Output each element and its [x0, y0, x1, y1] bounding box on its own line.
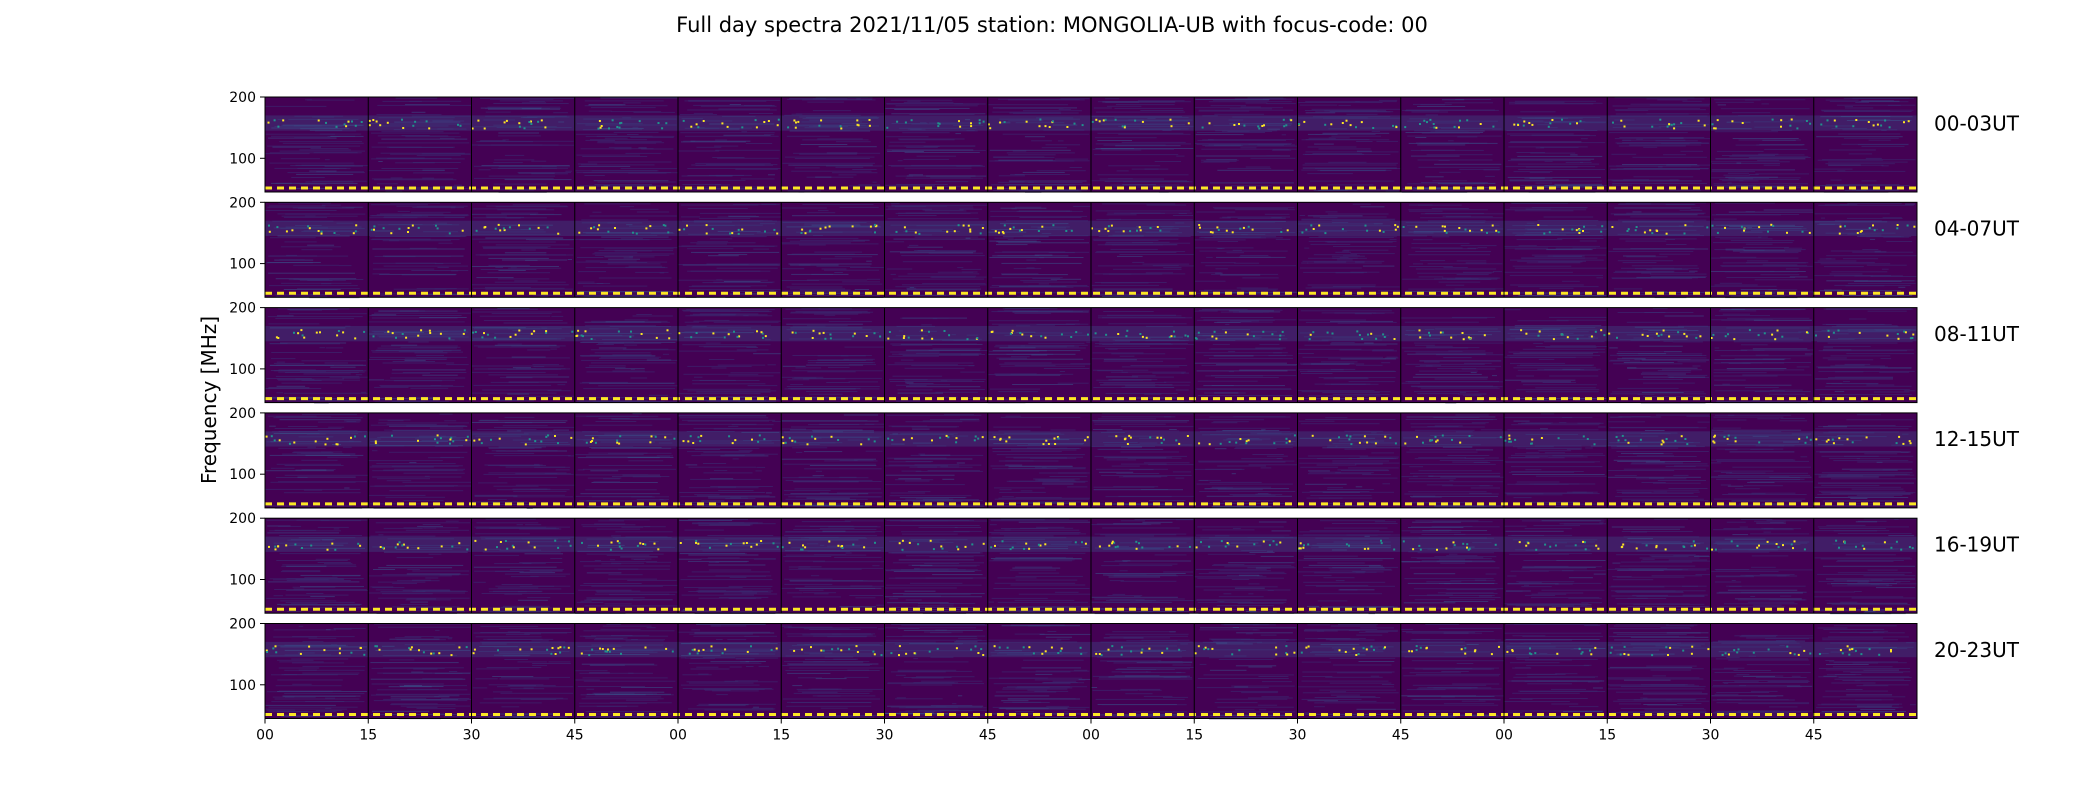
spectra-row: 100 200 16-19UT — [229, 511, 2020, 615]
spectra-row: 100 200 04-07UT — [229, 195, 2020, 299]
y-tick-label: 100 — [229, 572, 256, 588]
spectra-row: 100 200 12-15UT — [229, 406, 2020, 509]
x-tick-label: 45 — [1392, 728, 1410, 744]
x-tick-label: 30 — [1289, 728, 1307, 744]
x-tick-label: 00 — [1082, 728, 1100, 744]
row-frame — [264, 201, 1918, 298]
row-label: 16-19UT — [1934, 532, 2020, 556]
noise-layer — [265, 623, 1917, 720]
spectra-rows: 10020000-03UT10020004-07UT10020008-11UT1… — [229, 90, 2020, 720]
row-frame — [264, 412, 1918, 509]
x-tick-label: 30 — [463, 728, 481, 744]
y-tick-label: 100 — [229, 257, 256, 273]
row-frame — [264, 307, 1918, 404]
y-tick-label: 100 — [229, 362, 256, 378]
row-label: 12-15UT — [1934, 427, 2020, 451]
x-tick-label: 00 — [1495, 728, 1513, 744]
row-label: 20-23UT — [1934, 638, 2020, 662]
x-tick-label: 45 — [566, 728, 584, 744]
x-tick-label: 15 — [772, 728, 790, 744]
x-tick-label: 30 — [876, 728, 894, 744]
y-tick-label: 200 — [229, 406, 256, 422]
x-axis-ticks: 00 15 30 45 00 15 30 45 00 15 30 45 00 15 30 45 — [256, 718, 1823, 744]
row-label: 04-07UT — [1934, 217, 2020, 241]
row-label: 00-03UT — [1934, 111, 2020, 135]
x-tick-label: 15 — [359, 728, 377, 744]
x-tick-label: 45 — [1805, 728, 1823, 744]
y-axis-label: Frequency [MHz] — [197, 316, 221, 484]
noise-layer — [265, 413, 1917, 509]
row-label: 08-11UT — [1934, 322, 2020, 346]
x-tick-label: 30 — [1702, 728, 1720, 744]
y-tick-label: 200 — [229, 617, 256, 633]
y-tick-label: 200 — [229, 301, 256, 317]
row-frame — [264, 517, 1918, 614]
noise-layer — [265, 518, 1917, 615]
y-tick-label: 200 — [229, 90, 256, 106]
noise-layer — [265, 307, 1917, 404]
x-tick-label: 45 — [979, 728, 997, 744]
spectra-row: 100 200 20-23UT — [229, 617, 2020, 720]
y-tick-label: 100 — [229, 467, 256, 483]
spectra-row: 100 200 08-11UT — [229, 301, 2020, 404]
x-tick-label: 00 — [256, 728, 274, 744]
y-tick-label: 200 — [229, 195, 256, 211]
y-tick-label: 100 — [229, 151, 256, 167]
row-frame — [264, 96, 1918, 193]
y-tick-label: 200 — [229, 511, 256, 527]
y-tick-label: 100 — [229, 678, 256, 694]
chart-title: Full day spectra 2021/11/05 station: MON… — [676, 13, 1428, 37]
x-tick-label: 15 — [1185, 728, 1203, 744]
x-tick-label: 15 — [1598, 728, 1616, 744]
x-tick-label: 00 — [669, 728, 687, 744]
spectra-row: 100 200 00-03UT — [229, 90, 2020, 193]
